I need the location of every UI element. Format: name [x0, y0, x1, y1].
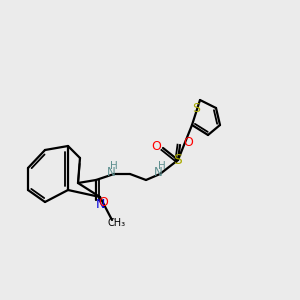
Text: O: O [183, 136, 193, 149]
Text: N: N [95, 197, 105, 211]
Text: O: O [151, 140, 161, 152]
Text: N: N [106, 167, 116, 179]
Text: H: H [158, 161, 166, 171]
Text: S: S [174, 153, 182, 167]
Text: N: N [154, 167, 162, 179]
Text: H: H [110, 161, 118, 171]
Text: O: O [98, 196, 108, 208]
Text: S: S [192, 101, 200, 115]
Text: CH₃: CH₃ [108, 218, 126, 228]
